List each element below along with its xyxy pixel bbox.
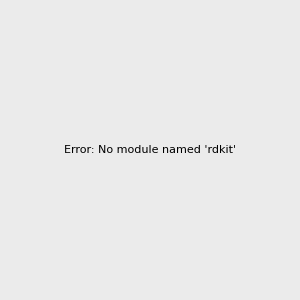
Text: Error: No module named 'rdkit': Error: No module named 'rdkit' <box>64 145 236 155</box>
